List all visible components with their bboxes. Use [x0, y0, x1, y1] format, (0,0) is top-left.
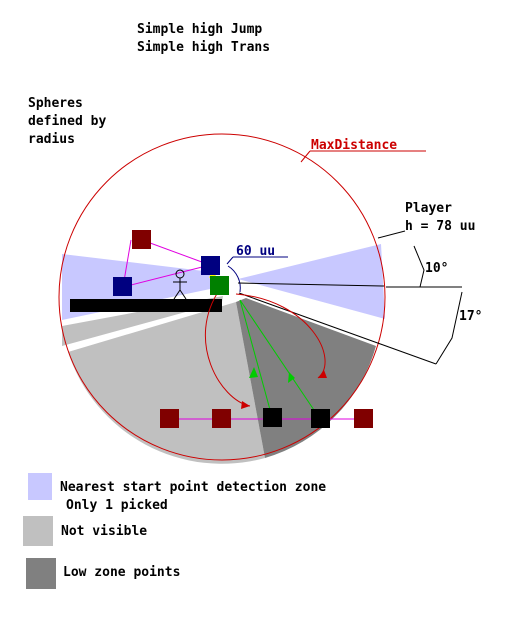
low-point-1 [263, 408, 282, 427]
red-curve-left-arrow [241, 401, 250, 409]
legend-low-zone: Low zone points [63, 565, 181, 580]
title-line-1: Simple high Jump [137, 22, 262, 37]
angle-17-tick [435, 291, 463, 365]
start-point-near-player [201, 256, 220, 275]
note-line-3: radius [28, 132, 75, 147]
red-curve-left [204, 288, 251, 407]
distance-60-label: 60 uu [236, 244, 275, 259]
path-point-low-3 [354, 409, 373, 428]
player-figure [173, 269, 187, 300]
start-point [113, 277, 132, 296]
player-label-leader [377, 230, 406, 239]
green-arrow-2 [288, 372, 295, 383]
note-line-2: defined by [28, 114, 106, 129]
max-distance-pointer [300, 150, 311, 163]
max-distance-label: MaxDistance [311, 138, 397, 153]
angle-10-tick [413, 245, 425, 288]
legend-detection-line-1: Nearest start point detection zone [60, 480, 327, 495]
max-distance-sphere [58, 133, 386, 461]
distance-60-pointer [226, 256, 234, 265]
path-point-low-2 [212, 409, 231, 428]
path-point-low-1 [160, 409, 179, 428]
ground-slab [70, 299, 222, 312]
inner-60uu-arc [227, 265, 241, 293]
path-point [132, 230, 151, 249]
player-label-2: h = 78 uu [405, 219, 475, 234]
player-height-line [237, 282, 385, 287]
angle-17-label: 17° [459, 309, 482, 324]
angle-17-ray [238, 292, 437, 365]
legend-swatch-low-zone [26, 558, 56, 589]
legend-not-visible: Not visible [61, 524, 148, 539]
green-arrow-1 [249, 367, 258, 378]
target-point [210, 276, 229, 295]
title-line-2: Simple high Trans [137, 40, 270, 55]
red-curve-right [235, 293, 326, 379]
legend-swatch-not-visible [23, 516, 53, 546]
player-label-1: Player [405, 201, 452, 216]
angle-10-label: 10° [425, 261, 448, 276]
red-curve-right-arrow [318, 370, 327, 378]
legend-swatch-detection [28, 473, 52, 500]
legend-detection-line-2: Only 1 picked [66, 498, 168, 513]
low-point-2 [311, 409, 330, 428]
note-line-1: Spheres [28, 96, 83, 111]
detection-zone-right [238, 244, 385, 319]
